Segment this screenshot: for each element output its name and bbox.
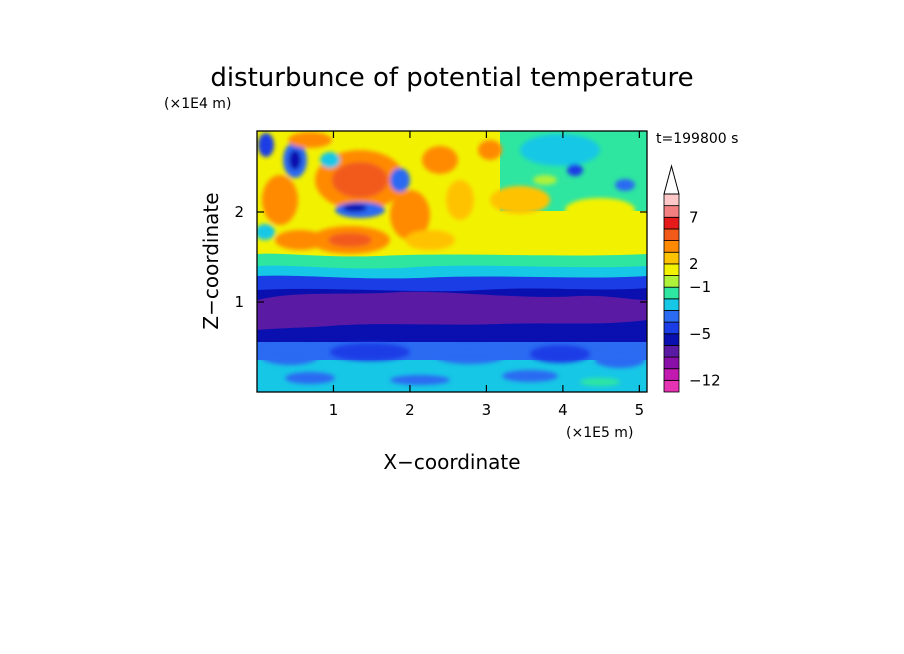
colorbar-segment <box>663 275 680 288</box>
x-tick-label: 4 <box>558 401 568 419</box>
x-tick-label: 5 <box>635 401 645 419</box>
colorbar-tick-label: 7 <box>689 208 699 226</box>
colorbar-segment <box>663 251 680 265</box>
colorbar-segment <box>663 286 680 300</box>
colorbar-tick-label: 2 <box>689 255 699 273</box>
y-tick-label: 2 <box>234 203 244 221</box>
colorbar-segment <box>663 379 680 393</box>
x-axis-label: X−coordinate <box>383 450 520 474</box>
colorbar-segment <box>663 310 680 323</box>
x-axis: 1 2 3 4 5 <box>329 131 644 419</box>
x-tick-label: 1 <box>329 401 339 419</box>
colorbar-extend-arrow <box>663 164 680 195</box>
colorbar-segment <box>663 228 680 241</box>
y-unit-label: (×1E4 m) <box>164 96 231 112</box>
x-tick-label: 3 <box>482 401 492 419</box>
lower-patches <box>260 343 645 386</box>
colorbar-segment <box>663 345 680 358</box>
chart-title: disturbunce of potential temperature <box>210 63 693 93</box>
wave-cells <box>257 132 502 254</box>
colorbar-segment <box>663 193 680 207</box>
time-label: t=199800 s <box>656 131 738 147</box>
colorbar-tick-label: −1 <box>689 278 711 296</box>
colorbar-segment <box>663 263 680 276</box>
colorbar-segment <box>663 216 680 230</box>
y-axis: 12 <box>234 203 647 311</box>
y-axis-label: Z−coordinate <box>199 192 223 329</box>
upper-right-patches <box>490 134 635 222</box>
colorbar-segment <box>663 205 680 218</box>
plot-frame <box>256 130 648 393</box>
x-unit-label: (×1E5 m) <box>566 425 633 441</box>
contour-field <box>257 131 647 392</box>
colorbar-segment <box>663 356 680 370</box>
x-tick-label: 2 <box>405 401 415 419</box>
colorbar-tick-label: −5 <box>689 325 711 343</box>
colorbar-segment <box>663 298 680 311</box>
colorbar: −12−5−127 <box>663 164 721 393</box>
colorbar-segment <box>663 368 680 381</box>
colorbar-segment <box>663 333 680 346</box>
colorbar-tick-label: −12 <box>689 371 721 389</box>
y-tick-label: 1 <box>234 293 244 311</box>
colorbar-segment <box>663 240 680 253</box>
colorbar-segment <box>663 321 680 335</box>
layer-purple <box>257 291 647 330</box>
